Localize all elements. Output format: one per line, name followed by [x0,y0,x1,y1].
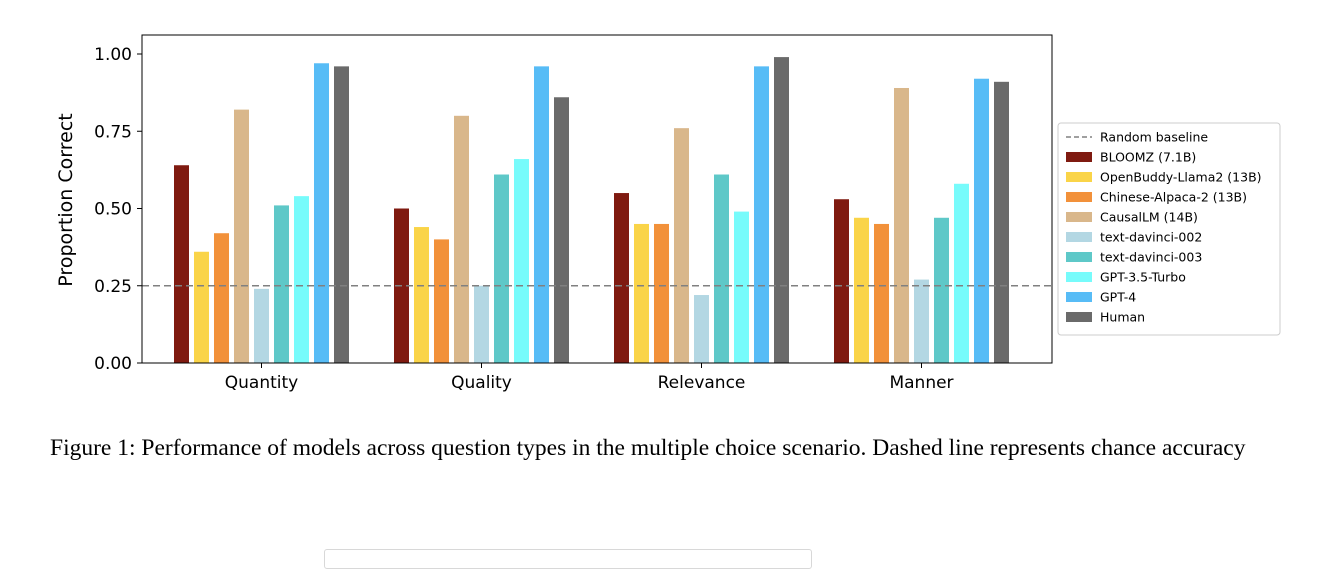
bar-text-davinci-002-relevance [694,295,709,363]
bar-openbuddy-llama2-13b-quantity [194,251,209,363]
legend-label: CausalLM (14B) [1100,210,1198,225]
x-tick-label-quantity: Quantity [225,373,298,393]
legend-label: GPT-4 [1100,290,1136,305]
bar-gpt-4-relevance [754,66,769,364]
bar-openbuddy-llama2-13b-manner [854,217,869,363]
bar-text-davinci-002-manner [914,279,929,363]
y-tick-label: 0.75 [94,122,132,142]
legend-swatch [1066,152,1092,162]
bar-text-davinci-002-quantity [254,288,269,363]
legend-box [1057,122,1281,336]
bar-causallm-14b-manner [894,87,909,364]
y-tick-label: 0.50 [94,200,132,220]
bar-openbuddy-llama2-13b-quality [414,227,429,363]
y-tick-label: 0.00 [94,354,132,374]
bar-gpt-3-5-turbo-quality [514,159,529,363]
bar-gpt-4-manner [974,78,989,363]
bar-text-davinci-003-quality [494,174,509,363]
plot-frame [141,34,1053,364]
bar-bloomz-7-1b-quantity [174,165,189,363]
bar-human-relevance [774,57,789,364]
bar-text-davinci-003-relevance [714,174,729,363]
bar-gpt-4-quantity [314,63,329,364]
bar-chinese-alpaca-2-13b-manner [874,223,889,363]
y-axis-title: Proportion Correct [55,113,77,286]
bar-chart: 0.00 0.25 0.50 0.75 1.00 Quantity Quality Relev… [55,34,1281,393]
legend-label: text-davinci-002 [1100,230,1202,245]
bar-text-davinci-003-manner [934,217,949,363]
bar-bloomz-7-1b-manner [834,199,849,363]
bar-human-manner [994,81,1009,363]
legend-label: text-davinci-003 [1100,250,1202,265]
bar-text-davinci-003-quantity [274,205,289,363]
legend-label: GPT-3.5-Turbo [1100,270,1186,285]
plot-area: 0.00 0.25 0.50 0.75 1.00 Quantity Quality Relev… [94,34,1053,393]
bar-gpt-4-quality [534,66,549,364]
next-figure-box [324,549,812,569]
legend: Random baseline BLOOMZ (7.1B) OpenBuddy-Ll… [1057,122,1281,336]
bar-human-quantity [334,66,349,364]
legend-swatch [1066,272,1092,282]
y-tick-label: 1.00 [94,45,132,65]
bar-bloomz-7-1b-relevance [614,193,629,363]
bar-text-davinci-002-quality [474,285,489,363]
bar-causallm-14b-quality [454,115,469,363]
legend-swatch [1066,192,1092,202]
x-tick-label-quality: Quality [451,373,512,393]
x-tick-label-relevance: Relevance [658,373,746,393]
bar-chinese-alpaca-2-13b-quality [434,239,449,363]
bar-gpt-3-5-turbo-relevance [734,211,749,363]
bar-causallm-14b-quantity [234,109,249,364]
bar-chinese-alpaca-2-13b-relevance [654,223,669,363]
bar-chinese-alpaca-2-13b-quantity [214,233,229,363]
bar-gpt-3-5-turbo-quantity [294,196,309,363]
legend-label: Chinese-Alpaca-2 (13B) [1100,190,1247,205]
legend-label: OpenBuddy-Llama2 (13B) [1100,170,1262,185]
legend-swatch [1066,312,1092,322]
figure-caption: Figure 1: Performance of models across q… [50,435,1246,461]
legend-label: BLOOMZ (7.1B) [1100,150,1196,165]
legend-label: Human [1100,310,1145,325]
y-tick-label: 0.25 [94,277,132,297]
x-tick-label-manner: Manner [889,373,953,393]
bar-gpt-3-5-turbo-manner [954,183,969,363]
legend-swatch [1066,212,1092,222]
legend-swatch [1066,292,1092,302]
bar-openbuddy-llama2-13b-relevance [634,223,649,363]
bar-human-quality [554,97,569,363]
legend-swatch [1066,172,1092,182]
legend-swatch [1066,232,1092,242]
bar-causallm-14b-relevance [674,128,689,363]
legend-label-random-baseline: Random baseline [1100,130,1208,145]
legend-swatch [1066,252,1092,262]
